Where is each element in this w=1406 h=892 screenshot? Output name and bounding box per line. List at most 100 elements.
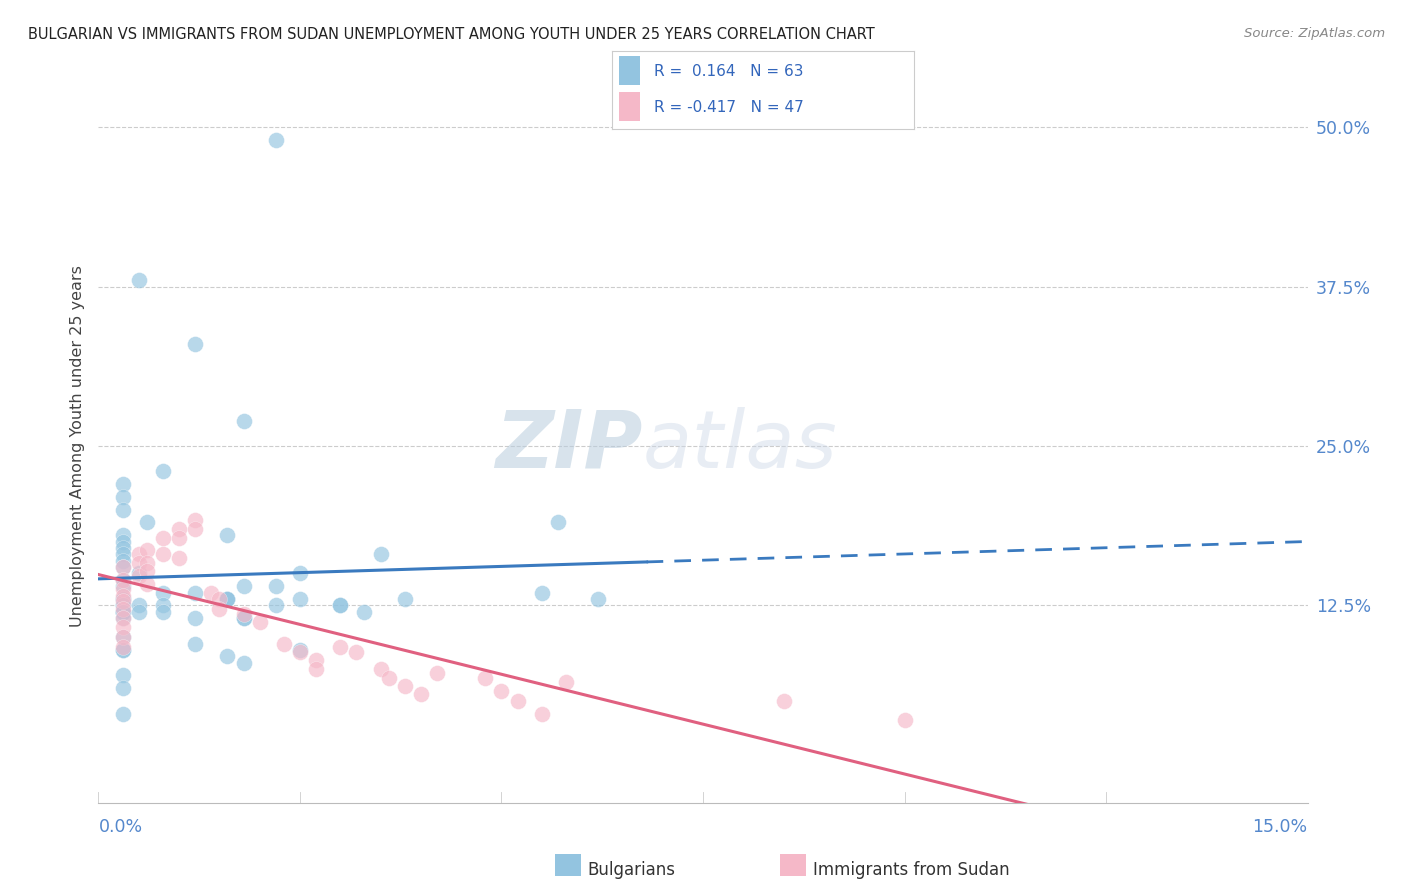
Point [370, 547, 392, 561]
Point [128, 273, 150, 287]
Point [135, 516, 157, 530]
Point [329, 599, 352, 613]
Point [152, 547, 174, 561]
Point [409, 688, 432, 702]
Point [772, 694, 794, 708]
Point [530, 585, 553, 599]
Point [111, 640, 134, 655]
Point [111, 594, 134, 608]
Point [329, 640, 352, 655]
Point [111, 668, 134, 682]
Point [288, 566, 311, 581]
Point [208, 602, 231, 616]
Text: R = -0.417   N = 47: R = -0.417 N = 47 [654, 100, 804, 115]
Bar [619, 92, 640, 121]
Point [111, 706, 134, 721]
Point [111, 502, 134, 516]
Point [152, 585, 174, 599]
Point [111, 620, 134, 634]
Text: Immigrants from Sudan: Immigrants from Sudan [813, 861, 1010, 879]
Point [135, 556, 157, 570]
Point [111, 643, 134, 657]
Point [547, 516, 569, 530]
Point [217, 591, 239, 606]
Point [111, 560, 134, 574]
Point [288, 643, 311, 657]
Point [184, 513, 207, 527]
Point [135, 564, 157, 578]
Point [586, 591, 609, 606]
Point [111, 605, 134, 619]
Point [111, 547, 134, 561]
Point [232, 607, 254, 622]
Point [111, 599, 134, 613]
Point [208, 591, 231, 606]
Text: atlas: atlas [643, 407, 838, 485]
Point [152, 531, 174, 545]
Point [111, 477, 134, 491]
Point [288, 645, 311, 659]
Point [111, 611, 134, 625]
Point [353, 605, 375, 619]
Point [128, 569, 150, 583]
Point [111, 579, 134, 593]
Point [273, 636, 295, 650]
Point [305, 653, 328, 667]
Point [128, 566, 150, 581]
Point [370, 662, 392, 676]
Point [128, 599, 150, 613]
Point [232, 656, 254, 670]
Point [111, 605, 134, 619]
Point [111, 541, 134, 555]
Point [128, 547, 150, 561]
Point [426, 665, 449, 680]
Point [232, 413, 254, 427]
Text: Source: ZipAtlas.com: Source: ZipAtlas.com [1244, 27, 1385, 40]
Point [264, 599, 287, 613]
Point [305, 662, 328, 676]
Point [111, 605, 134, 619]
Point [111, 605, 134, 619]
Point [474, 671, 496, 685]
Point [184, 636, 207, 650]
Point [217, 528, 239, 542]
Point [111, 590, 134, 604]
Point [329, 599, 352, 613]
Point [128, 556, 150, 570]
Point [184, 585, 207, 599]
Point [200, 585, 222, 599]
Point [111, 490, 134, 504]
Point [530, 706, 553, 721]
Point [111, 534, 134, 549]
Point [111, 630, 134, 644]
Point [111, 591, 134, 606]
Text: 15.0%: 15.0% [1253, 818, 1308, 836]
Point [377, 671, 399, 685]
Point [232, 611, 254, 625]
Point [344, 645, 367, 659]
Point [135, 543, 157, 558]
Point [217, 591, 239, 606]
Point [394, 679, 416, 693]
Point [184, 337, 207, 351]
Point [111, 591, 134, 606]
Point [111, 599, 134, 613]
Point [506, 694, 529, 708]
Point [184, 522, 207, 536]
Point [111, 582, 134, 596]
Point [491, 683, 513, 698]
Text: 0.0%: 0.0% [98, 818, 142, 836]
Point [167, 551, 190, 566]
Point [111, 528, 134, 542]
Point [111, 573, 134, 587]
Point [111, 602, 134, 616]
Point [167, 531, 190, 545]
Point [264, 579, 287, 593]
Point [111, 554, 134, 568]
Point [111, 573, 134, 587]
Text: R =  0.164   N = 63: R = 0.164 N = 63 [654, 64, 803, 79]
Point [249, 615, 271, 629]
Point [167, 522, 190, 536]
Point [394, 591, 416, 606]
Point [135, 576, 157, 591]
